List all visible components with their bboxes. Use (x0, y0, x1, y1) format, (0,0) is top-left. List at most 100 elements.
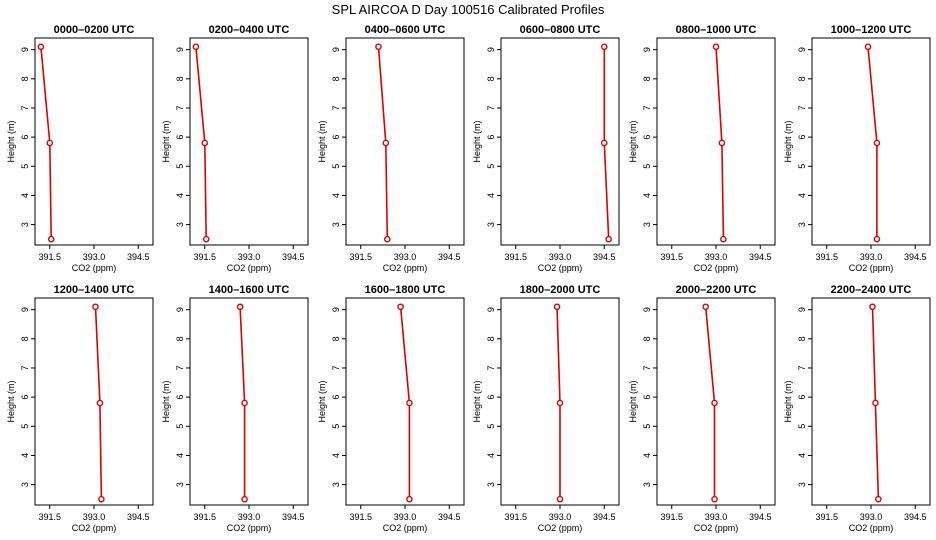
data-point (702, 303, 709, 311)
x-tick-label: 393.0 (238, 512, 261, 522)
data-point (192, 43, 200, 51)
y-tick-label: 8 (20, 336, 30, 341)
y-tick-label: 8 (642, 336, 652, 341)
panel-title: 2000–2200 UTC (676, 284, 757, 296)
data-point (711, 495, 718, 503)
data-point (712, 43, 720, 51)
y-tick-label: 7 (486, 365, 496, 370)
data-point (406, 399, 413, 407)
panel-3: 0600–0800 UTC 391.5 393.0 394.5 3 4 5 6 7 8 9 CO2 (… (472, 24, 620, 273)
x-axis-label: CO2 (ppm) (72, 263, 117, 273)
x-tick-label: 394.5 (749, 252, 772, 262)
panel-title: 0400–0600 UTC (365, 24, 446, 36)
plot-frame (189, 297, 309, 506)
y-tick-label: 8 (20, 76, 30, 81)
data-point (720, 235, 727, 243)
y-tick-label: 4 (331, 453, 341, 458)
x-tick-label: 394.5 (282, 512, 305, 522)
y-tick-label: 4 (642, 193, 652, 198)
x-tick-label: 393.0 (238, 252, 261, 262)
panel-title: 1200–1400 UTC (54, 284, 135, 296)
y-tick-label: 4 (486, 453, 496, 458)
y-tick-label: 5 (486, 164, 496, 169)
data-point (711, 399, 718, 407)
y-tick-label: 3 (486, 482, 496, 487)
data-point (556, 399, 564, 407)
x-tick-label: 391.5 (504, 512, 527, 522)
panel-1: 0200–0400 UTC 391.5 393.0 394.5 3 4 5 6 7 8 9 CO2 (… (161, 24, 309, 273)
y-tick-label: 7 (486, 105, 496, 110)
y-tick-label: 3 (331, 222, 341, 227)
x-tick-label: 391.5 (193, 512, 216, 522)
x-axis-label: CO2 (ppm) (383, 263, 428, 273)
data-point (873, 235, 881, 243)
y-tick-label: 8 (486, 336, 496, 341)
x-tick-label: 391.5 (38, 252, 61, 262)
x-tick-label: 391.5 (660, 512, 683, 522)
panel-title: 1800–2000 UTC (520, 284, 601, 296)
y-tick-label: 6 (797, 135, 807, 140)
data-point (241, 399, 248, 407)
y-tick-label: 3 (175, 482, 185, 487)
x-tick-label: 393.0 (549, 252, 572, 262)
x-axis-label: CO2 (ppm) (694, 523, 739, 533)
y-axis-label: Height (m) (317, 120, 327, 162)
y-tick-label: 6 (642, 395, 652, 400)
y-tick-label: 4 (175, 453, 185, 458)
x-tick-label: 394.5 (749, 512, 772, 522)
x-tick-label: 393.0 (83, 252, 106, 262)
y-tick-label: 6 (486, 135, 496, 140)
y-axis-label: Height (m) (628, 380, 638, 422)
y-tick-label: 9 (797, 47, 807, 52)
y-tick-label: 9 (797, 307, 807, 312)
data-point (869, 303, 876, 311)
y-tick-label: 3 (20, 482, 30, 487)
y-tick-label: 5 (797, 424, 807, 429)
data-point (864, 43, 872, 51)
y-tick-label: 3 (175, 222, 185, 227)
y-axis-label: Height (m) (783, 120, 793, 162)
y-tick-label: 9 (331, 47, 341, 52)
y-axis-label: Height (m) (472, 120, 482, 162)
data-point (875, 495, 882, 503)
data-point (382, 139, 390, 147)
x-tick-label: 394.5 (282, 252, 305, 262)
data-point (406, 495, 413, 503)
x-axis-label: CO2 (ppm) (227, 523, 272, 533)
y-tick-label: 6 (331, 395, 341, 400)
x-tick-label: 394.5 (438, 252, 461, 262)
y-axis-label: Height (m) (161, 380, 171, 422)
y-tick-label: 8 (797, 336, 807, 341)
x-tick-label: 394.5 (904, 512, 927, 522)
panel-11: 2200–2400 UTC 391.5 393.0 394.5 3 4 5 6 7 8 9 CO2 (… (783, 284, 931, 533)
y-tick-label: 9 (175, 47, 185, 52)
x-tick-label: 393.0 (705, 252, 728, 262)
y-tick-label: 8 (175, 76, 185, 81)
data-point (241, 495, 248, 503)
plot-frame (811, 37, 931, 246)
y-axis-label: Height (m) (628, 120, 638, 162)
y-tick-label: 7 (642, 105, 652, 110)
y-tick-label: 4 (20, 193, 30, 198)
data-point (202, 235, 210, 243)
panel-2: 0400–0600 UTC 391.5 393.0 394.5 3 4 5 6 7 8 9 CO2 (… (317, 24, 465, 273)
data-point (375, 43, 382, 51)
data-point (92, 303, 99, 311)
y-tick-label: 7 (797, 365, 807, 370)
plot-frame (345, 37, 465, 246)
panel-10: 2000–2200 UTC 391.5 393.0 394.5 3 4 5 6 7 8 9 CO2 (… (628, 284, 776, 533)
y-tick-label: 4 (642, 453, 652, 458)
x-tick-label: 393.0 (860, 252, 883, 262)
y-tick-label: 8 (175, 336, 185, 341)
y-tick-label: 4 (331, 193, 341, 198)
panel-title: 0000–0200 UTC (54, 24, 135, 36)
y-tick-label: 7 (175, 365, 185, 370)
y-tick-label: 4 (20, 453, 30, 458)
x-axis-label: CO2 (ppm) (849, 523, 894, 533)
panel-title: 0200–0400 UTC (209, 24, 290, 36)
panel-8: 1600–1800 UTC 391.5 393.0 394.5 3 4 5 6 7 8 9 CO2 (… (317, 284, 465, 533)
y-tick-label: 7 (20, 365, 30, 370)
y-tick-label: 8 (486, 76, 496, 81)
x-tick-label: 391.5 (349, 512, 372, 522)
